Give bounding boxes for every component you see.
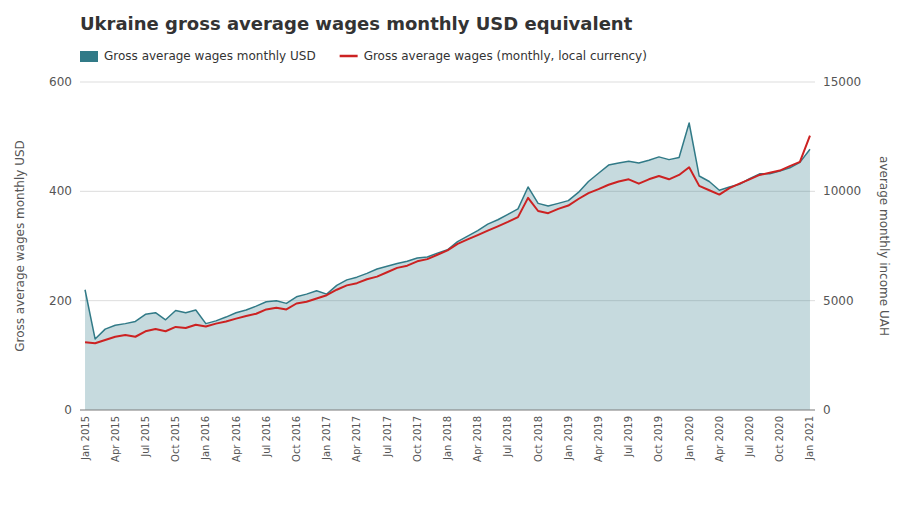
plot-area <box>85 123 810 410</box>
y2-axis-label: average monthly income UAH <box>877 156 891 336</box>
y-axis-label: Gross average wages monthly USD <box>13 140 27 352</box>
x-tick-label: Jul 2017 <box>382 416 393 458</box>
line <box>85 123 810 339</box>
legend-swatch <box>340 55 358 58</box>
area <box>85 123 810 410</box>
x-tick-label: Jul 2016 <box>261 416 272 458</box>
x-tick-label: Jan 2016 <box>200 416 211 461</box>
x-tick-label: Jan 2015 <box>80 416 91 461</box>
line <box>85 136 810 344</box>
y-tick-label: 0 <box>64 403 72 417</box>
x-tick-label: Apr 2019 <box>593 416 604 462</box>
x-tick-label: Jul 2019 <box>623 416 634 458</box>
legend-label: Gross average wages monthly USD <box>104 49 316 63</box>
x-tick-label: Jul 2015 <box>140 416 151 458</box>
y2-tick-label: 15000 <box>823 75 861 89</box>
x-tick-label: Jan 2019 <box>563 416 574 461</box>
x-tick-label: Jan 2020 <box>684 416 695 461</box>
x-tick-label: Jul 2020 <box>744 416 755 458</box>
legend-swatch <box>80 51 98 62</box>
grid-line <box>80 82 815 83</box>
y-tick-label: 600 <box>49 75 72 89</box>
x-tick-label: Jan 2018 <box>442 416 453 461</box>
title: Ukraine gross average wages monthly USD … <box>80 13 633 34</box>
y2-tick-label: 10000 <box>823 184 861 198</box>
x-tick-label: Jul 2018 <box>502 416 513 458</box>
x-tick-label: Jan 2021 <box>804 416 815 461</box>
x-tick-label: Apr 2017 <box>351 416 362 462</box>
x-tick-label: Apr 2015 <box>110 416 121 462</box>
x-tick-label: Apr 2016 <box>231 416 242 462</box>
x-tick-label: Apr 2020 <box>714 416 725 462</box>
chart: Ukraine gross average wages monthly USD … <box>0 0 900 509</box>
x-tick-label: Oct 2019 <box>653 416 664 462</box>
y-tick-label: 200 <box>49 294 72 308</box>
x-tick-label: Oct 2016 <box>291 416 302 462</box>
y2-tick-label: 0 <box>823 403 831 417</box>
x-tick-label: Oct 2018 <box>533 416 544 462</box>
x-tick-label: Oct 2020 <box>774 416 785 462</box>
grid-line <box>80 410 815 411</box>
x-tick-label: Apr 2018 <box>472 416 483 462</box>
x-axis-line <box>80 410 815 411</box>
x-tick-label: Jan 2017 <box>321 416 332 461</box>
x-tick-label: Oct 2017 <box>412 416 423 462</box>
legend-label: Gross average wages (monthly, local curr… <box>364 49 647 63</box>
y-tick-label: 400 <box>49 184 72 198</box>
y2-tick-label: 5000 <box>823 294 854 308</box>
x-tick-label: Oct 2015 <box>170 416 181 462</box>
